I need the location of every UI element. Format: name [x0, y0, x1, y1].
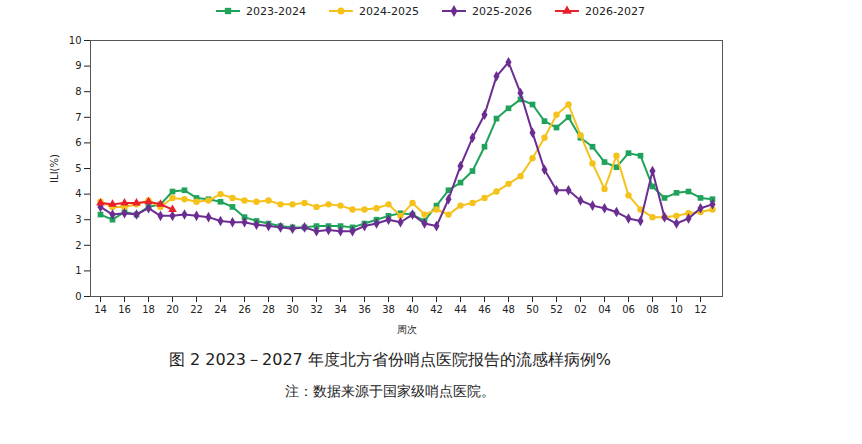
- svg-text:9: 9: [75, 60, 81, 71]
- svg-text:4: 4: [75, 188, 81, 199]
- svg-text:16: 16: [118, 304, 131, 315]
- svg-text:30: 30: [286, 304, 299, 315]
- svg-text:22: 22: [190, 304, 203, 315]
- svg-text:46: 46: [478, 304, 491, 315]
- svg-text:20: 20: [166, 304, 179, 315]
- svg-text:12: 12: [694, 304, 707, 315]
- svg-text:14: 14: [94, 304, 107, 315]
- svg-text:06: 06: [622, 304, 635, 315]
- svg-text:50: 50: [526, 304, 539, 315]
- svg-text:1: 1: [75, 265, 81, 276]
- html-text:注：数据来源于国家级哨点医院。: 注：数据来源于国家级哨点医院。: [285, 383, 495, 399]
- svg-text:0: 0: [75, 291, 81, 302]
- svg-text:6: 6: [75, 137, 81, 148]
- html-text:图 2 2023－2027 年度北方省份哨点医院报告的流感样: 图 2 2023－2027 年度北方省份哨点医院报告的流感样病例%: [169, 350, 611, 369]
- svg-text:48: 48: [502, 304, 515, 315]
- html-text:2025-2026: 2025-2026: [472, 4, 532, 18]
- svg-text:5: 5: [75, 163, 81, 174]
- svg-text:42: 42: [430, 304, 443, 315]
- svg-text:7: 7: [75, 112, 81, 123]
- svg-text:26: 26: [238, 304, 251, 315]
- svg-text:04: 04: [598, 304, 611, 315]
- svg-text:8: 8: [75, 86, 81, 97]
- svg-text:28: 28: [262, 304, 275, 315]
- svg-text:38: 38: [382, 304, 395, 315]
- svg-text:24: 24: [214, 304, 227, 315]
- svg-text:3: 3: [75, 214, 81, 225]
- svg-text:32: 32: [310, 304, 323, 315]
- svg-text:02: 02: [574, 304, 587, 315]
- html-text:2024-2025: 2024-2025: [359, 4, 419, 18]
- html-text:2026-2027: 2026-2027: [585, 4, 645, 18]
- svg-text:10: 10: [69, 35, 82, 46]
- svg-text:周次: 周次: [397, 324, 417, 335]
- svg-text:18: 18: [142, 304, 155, 315]
- svg-text:ILI(%): ILI(%): [49, 154, 60, 183]
- svg-text:34: 34: [334, 304, 347, 315]
- svg-text:36: 36: [358, 304, 371, 315]
- svg-text:44: 44: [454, 304, 467, 315]
- svg-text:10: 10: [670, 304, 683, 315]
- svg-text:08: 08: [646, 304, 659, 315]
- svg-text:52: 52: [550, 304, 563, 315]
- svg-text:2: 2: [75, 240, 81, 251]
- svg-text:40: 40: [406, 304, 419, 315]
- html-text:2023-2024: 2023-2024: [246, 4, 306, 18]
